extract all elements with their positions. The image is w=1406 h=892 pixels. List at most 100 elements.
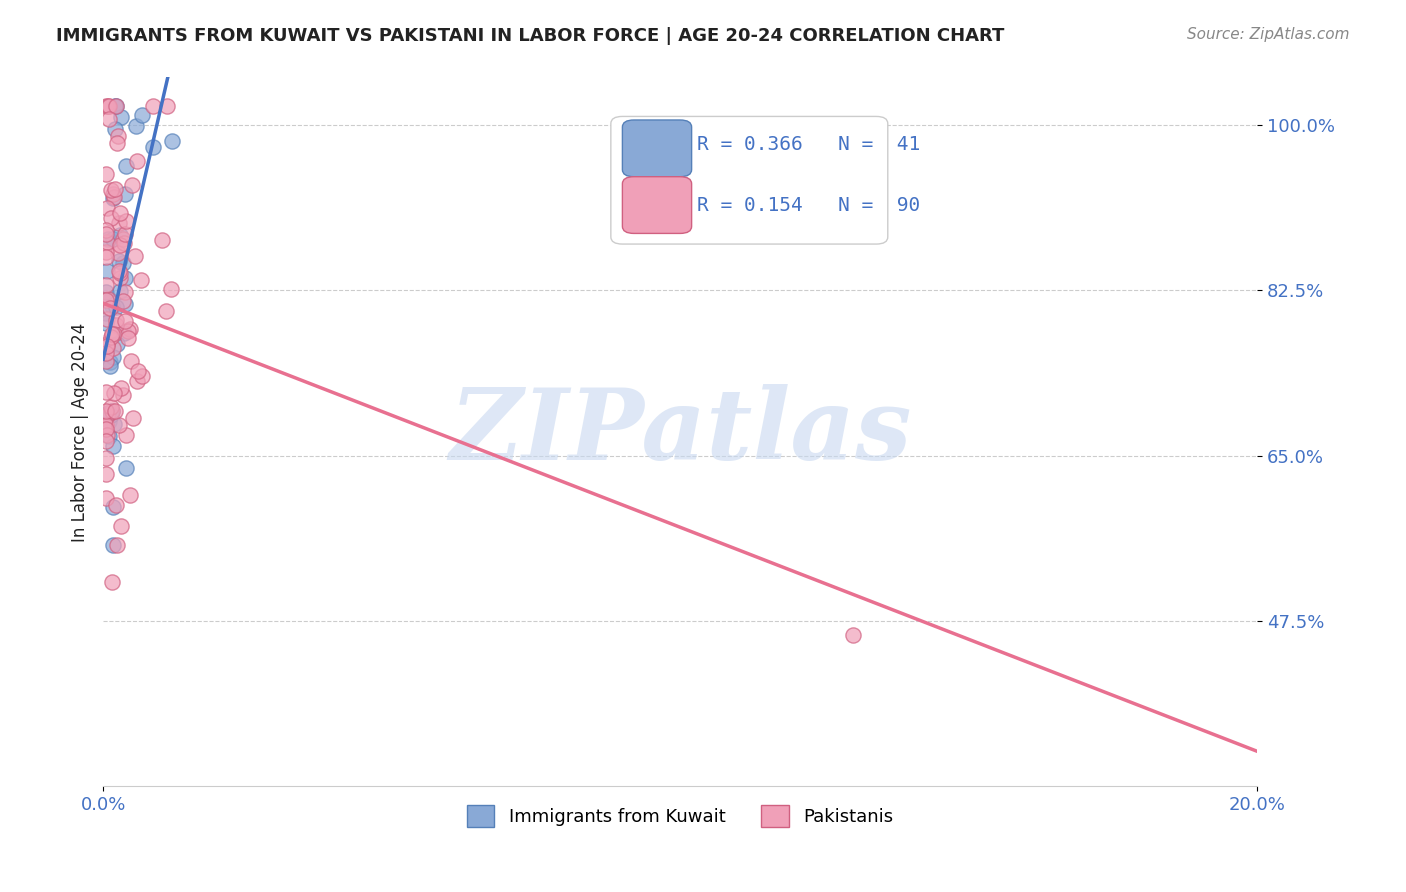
Pakistanis: [100, 330, 122, 344]
Immigrants from Kuwait: [100, 408, 122, 422]
Pakistanis: [110, 518, 132, 533]
Pakistanis: [120, 354, 142, 368]
Pakistanis: [118, 322, 141, 336]
Immigrants from Kuwait: [98, 359, 121, 374]
Immigrants from Kuwait: [125, 120, 148, 134]
Immigrants from Kuwait: [105, 336, 128, 351]
Pakistanis: [108, 264, 131, 278]
FancyBboxPatch shape: [610, 117, 887, 244]
Pakistanis: [96, 338, 118, 352]
Pakistanis: [124, 249, 146, 263]
Pakistanis: [94, 346, 117, 360]
Pakistanis: [100, 327, 122, 342]
Immigrants from Kuwait: [114, 271, 136, 285]
Immigrants from Kuwait: [94, 285, 117, 299]
Pakistanis: [94, 223, 117, 237]
Immigrants from Kuwait: [110, 110, 132, 124]
Immigrants from Kuwait: [94, 316, 117, 330]
Pakistanis: [100, 404, 122, 418]
Text: R = 0.154   N =  90: R = 0.154 N = 90: [697, 195, 921, 215]
Pakistanis: [129, 273, 152, 287]
Pakistanis: [96, 409, 118, 423]
Pakistanis: [111, 232, 134, 246]
Pakistanis: [103, 403, 125, 417]
Pakistanis: [117, 324, 139, 338]
Pakistanis: [150, 233, 173, 247]
Pakistanis: [94, 250, 117, 264]
Pakistanis: [125, 154, 148, 169]
Text: ZIPatlas: ZIPatlas: [449, 384, 911, 480]
Pakistanis: [108, 238, 131, 252]
Pakistanis: [107, 246, 129, 260]
Immigrants from Kuwait: [108, 253, 131, 268]
Pakistanis: [96, 427, 118, 442]
Pakistanis: [94, 293, 117, 308]
Immigrants from Kuwait: [101, 538, 124, 552]
Pakistanis: [94, 418, 117, 433]
Immigrants from Kuwait: [98, 428, 121, 442]
FancyBboxPatch shape: [623, 177, 692, 234]
Text: IMMIGRANTS FROM KUWAIT VS PAKISTANI IN LABOR FORCE | AGE 20-24 CORRELATION CHART: IMMIGRANTS FROM KUWAIT VS PAKISTANI IN L…: [56, 27, 1005, 45]
Pakistanis: [110, 205, 132, 219]
Pakistanis: [94, 467, 117, 482]
Pakistanis: [111, 293, 134, 308]
Pakistanis: [105, 136, 128, 150]
Pakistanis: [94, 417, 117, 432]
Pakistanis: [94, 422, 117, 436]
Immigrants from Kuwait: [98, 355, 121, 369]
Pakistanis: [105, 318, 128, 332]
Immigrants from Kuwait: [100, 293, 122, 308]
Immigrants from Kuwait: [101, 403, 124, 417]
Pakistanis: [107, 128, 129, 143]
Text: R = 0.366   N =  41: R = 0.366 N = 41: [697, 136, 921, 154]
Pakistanis: [94, 404, 117, 418]
Pakistanis: [96, 312, 118, 326]
Immigrants from Kuwait: [101, 439, 124, 453]
Pakistanis: [94, 434, 117, 448]
Immigrants from Kuwait: [114, 297, 136, 311]
Pakistanis: [114, 313, 136, 327]
Immigrants from Kuwait: [105, 300, 128, 314]
Pakistanis: [108, 266, 131, 280]
Immigrants from Kuwait: [104, 99, 127, 113]
Pakistanis: [110, 380, 132, 394]
Immigrants from Kuwait: [97, 413, 120, 427]
Immigrants from Kuwait: [101, 350, 124, 364]
Immigrants from Kuwait: [96, 306, 118, 320]
Pakistanis: [141, 99, 163, 113]
Pakistanis: [107, 418, 129, 433]
Pakistanis: [117, 331, 139, 345]
Pakistanis: [127, 364, 149, 378]
Pakistanis: [96, 337, 118, 351]
Pakistanis: [100, 182, 122, 196]
Pakistanis: [94, 354, 117, 368]
Immigrants from Kuwait: [101, 500, 124, 515]
Immigrants from Kuwait: [115, 460, 138, 475]
Immigrants from Kuwait: [103, 417, 125, 431]
Pakistanis: [131, 369, 153, 384]
Pakistanis: [112, 388, 135, 402]
Pakistanis: [155, 304, 177, 318]
Pakistanis: [100, 211, 122, 226]
Immigrants from Kuwait: [101, 232, 124, 246]
Pakistanis: [96, 167, 118, 181]
Immigrants from Kuwait: [96, 263, 118, 277]
Pakistanis: [104, 182, 127, 196]
Pakistanis: [101, 186, 124, 201]
Immigrants from Kuwait: [142, 139, 165, 153]
Y-axis label: In Labor Force | Age 20-24: In Labor Force | Age 20-24: [72, 322, 89, 541]
Pakistanis: [114, 428, 136, 442]
Pakistanis: [103, 386, 125, 401]
Pakistanis: [94, 244, 117, 259]
Immigrants from Kuwait: [100, 299, 122, 313]
Pakistanis: [100, 400, 122, 414]
Pakistanis: [101, 575, 124, 590]
Pakistanis: [94, 491, 117, 506]
Immigrants from Kuwait: [105, 99, 128, 113]
Pakistanis: [108, 271, 131, 285]
Pakistanis: [105, 538, 128, 552]
Pakistanis: [94, 277, 117, 292]
Pakistanis: [103, 326, 125, 341]
Pakistanis: [97, 292, 120, 306]
Pakistanis: [97, 99, 120, 113]
